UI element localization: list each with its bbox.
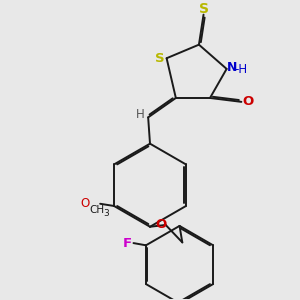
Text: N: N <box>226 61 237 74</box>
Text: S: S <box>199 2 208 16</box>
Text: O: O <box>80 197 90 210</box>
Text: 3: 3 <box>103 209 109 218</box>
Text: S: S <box>155 52 164 65</box>
Text: H: H <box>136 107 145 121</box>
Text: F: F <box>123 237 132 250</box>
Text: CH: CH <box>90 205 105 215</box>
Text: -H: -H <box>235 63 248 76</box>
Text: O: O <box>243 95 254 108</box>
Text: O: O <box>155 218 166 231</box>
